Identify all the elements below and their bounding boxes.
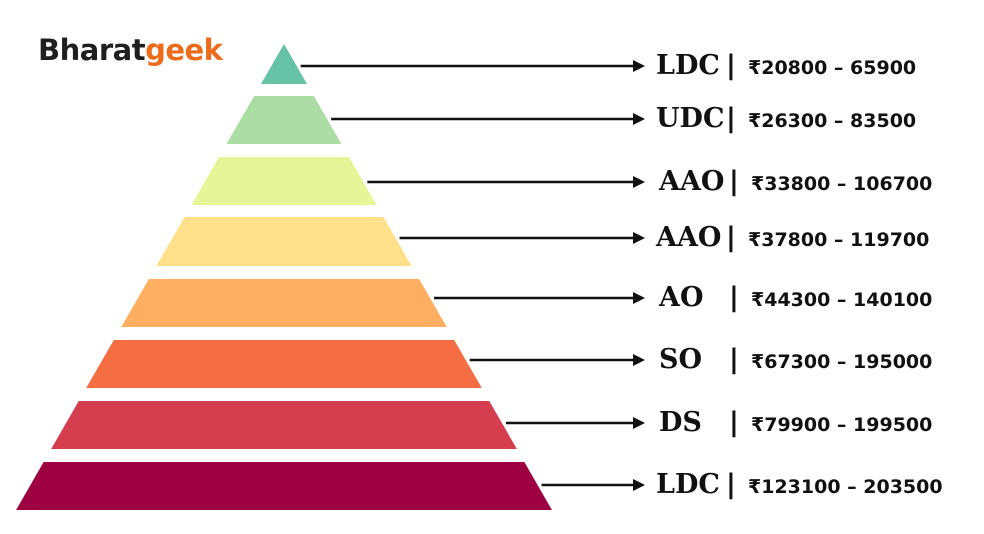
arrowhead-1 xyxy=(633,60,645,72)
pay-scale: ₹20800 – 65900 xyxy=(748,57,917,79)
label-separator: | xyxy=(729,407,739,438)
post-name: SO xyxy=(659,344,703,375)
level-label-3: AAO | ₹33800 – 106700 xyxy=(659,162,932,202)
label-separator: | xyxy=(729,166,739,197)
pay-scale: ₹123100 – 203500 xyxy=(748,476,943,498)
post-name: LDC xyxy=(656,469,720,500)
pay-scale: ₹26300 – 83500 xyxy=(748,110,917,132)
level-label-5: AO | ₹44300 – 140100 xyxy=(659,278,932,318)
level-label-1: LDC | ₹20800 – 65900 xyxy=(656,46,916,86)
post-name: AO xyxy=(659,282,704,313)
arrowhead-4 xyxy=(633,232,645,244)
arrowhead-7 xyxy=(633,417,645,429)
post-name: UDC xyxy=(656,103,725,134)
post-name: AAO xyxy=(659,166,725,197)
arrowhead-2 xyxy=(633,113,645,125)
pay-scale: ₹67300 – 195000 xyxy=(751,351,933,373)
pyramid-level-3 xyxy=(191,157,377,205)
brand-logo-part1: Bharat xyxy=(38,33,146,67)
label-separator: | xyxy=(726,469,736,500)
level-label-7: DS | ₹79900 – 199500 xyxy=(659,403,932,443)
post-name: AAO xyxy=(656,222,722,253)
label-separator: | xyxy=(729,344,739,375)
pyramid-level-8 xyxy=(16,462,552,510)
pay-scale: ₹79900 – 199500 xyxy=(751,414,933,436)
label-separator: | xyxy=(726,103,736,134)
arrowhead-3 xyxy=(633,176,645,188)
arrowhead-6 xyxy=(633,354,645,366)
pay-scale: ₹37800 – 119700 xyxy=(748,229,930,251)
post-name: LDC xyxy=(656,50,720,81)
pyramid-level-4 xyxy=(156,217,412,266)
pyramid-level-6 xyxy=(86,340,482,388)
level-label-8: LDC | ₹123100 – 203500 xyxy=(656,465,943,505)
label-separator: | xyxy=(729,282,739,313)
pyramid-level-2 xyxy=(226,96,342,144)
label-separator: | xyxy=(726,222,736,253)
post-name: DS xyxy=(659,407,702,438)
label-separator: | xyxy=(726,50,736,81)
level-label-4: AAO | ₹37800 – 119700 xyxy=(656,218,929,258)
pyramid-level-7 xyxy=(51,401,517,449)
brand-logo-part2: geek xyxy=(145,33,223,67)
brand-logo: Bharatgeek xyxy=(38,33,223,67)
pyramid-level-5 xyxy=(121,279,447,327)
pay-scale: ₹44300 – 140100 xyxy=(751,289,933,311)
level-label-2: UDC| ₹26300 – 83500 xyxy=(656,99,916,139)
arrowhead-8 xyxy=(633,479,645,491)
pyramid-level-1 xyxy=(261,44,307,84)
arrowhead-5 xyxy=(633,292,645,304)
level-label-6: SO | ₹67300 – 195000 xyxy=(659,340,932,380)
pay-scale: ₹33800 – 106700 xyxy=(751,173,933,195)
